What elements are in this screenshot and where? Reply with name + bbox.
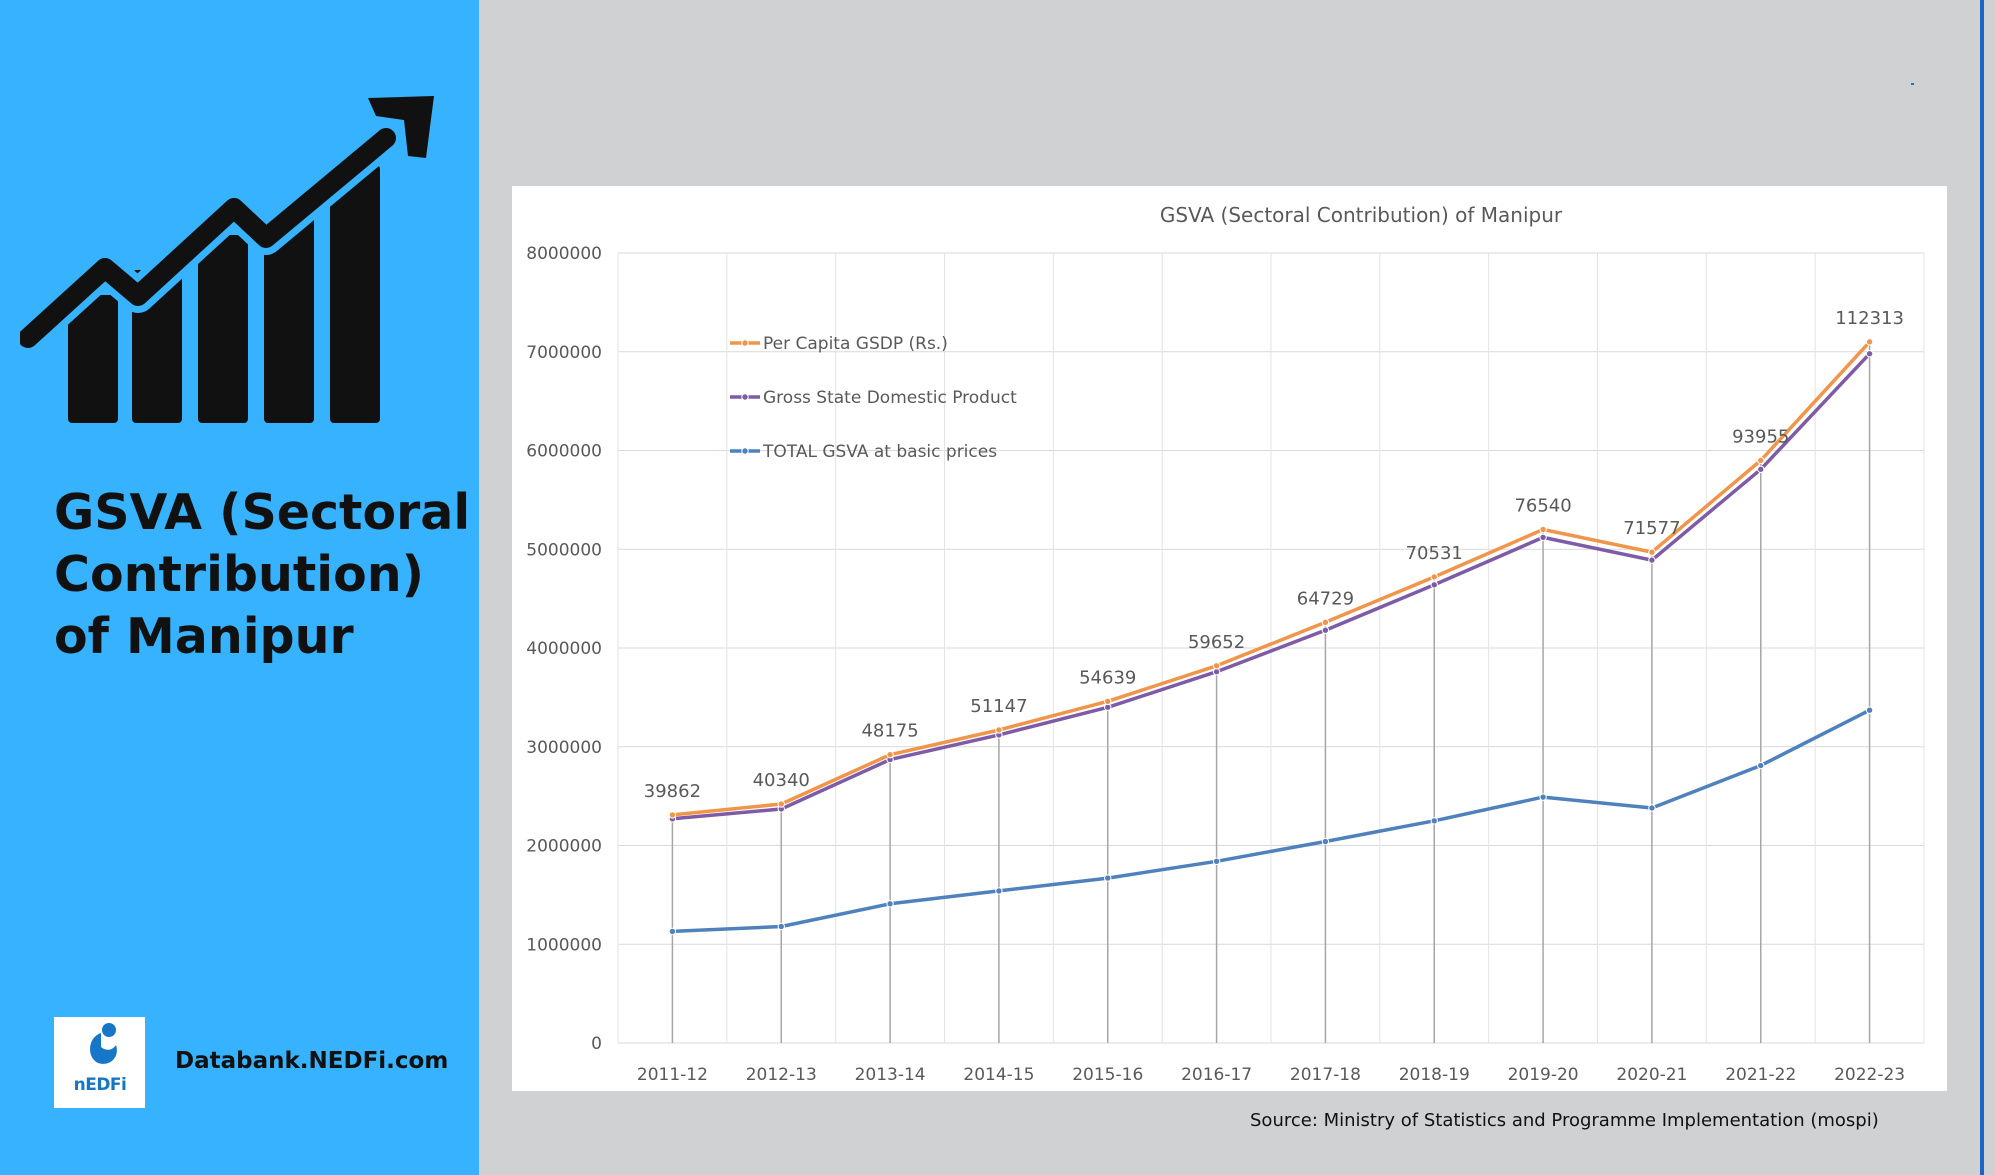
x-tick-label: 2021-22 <box>1725 1065 1796 1085</box>
logo-text: nEDFi <box>73 1075 127 1095</box>
data-point <box>886 750 894 759</box>
x-tick-label: 2016-17 <box>1181 1065 1252 1085</box>
data-point <box>777 800 785 808</box>
data-point <box>1865 338 1874 346</box>
x-tick-label: 2020-21 <box>1616 1065 1687 1085</box>
data-point <box>1865 350 1874 358</box>
data-point <box>1430 817 1438 825</box>
y-tick-label: 3000000 <box>526 738 602 758</box>
x-tick-label: 2017-18 <box>1290 1065 1361 1085</box>
data-point <box>668 927 677 936</box>
data-point <box>1104 697 1112 706</box>
y-tick-label: 4000000 <box>526 639 602 659</box>
data-point <box>1648 556 1656 564</box>
x-tick-label: 2019-20 <box>1508 1065 1579 1085</box>
chart-card: 0 1000000 2000000 3000000 4000000 5000000 6000… <box>512 186 1947 1091</box>
data-point <box>1212 662 1221 670</box>
data-label: 76540 <box>1514 496 1571 517</box>
stray-dot <box>1911 83 1914 85</box>
data-point <box>1757 456 1765 465</box>
line-chart: 0 1000000 2000000 3000000 4000000 5000000 6000… <box>526 203 1925 1085</box>
data-label: 112313 <box>1835 308 1904 329</box>
data-label: 54639 <box>1079 667 1136 688</box>
series-line <box>672 352 1871 821</box>
data-point <box>777 922 785 931</box>
data-label: 64729 <box>1297 588 1354 609</box>
y-tick-label: 6000000 <box>526 442 602 462</box>
data-point <box>1539 793 1547 801</box>
data-point <box>1865 706 1874 714</box>
logo-mark-icon <box>90 1023 117 1064</box>
sidebar: GSVA (Sectoral Contribution) of Manipur … <box>0 0 479 1175</box>
data-point <box>995 887 1003 895</box>
data-label: 40340 <box>753 770 810 791</box>
growth-chart-icon <box>20 96 434 423</box>
data-label: 39862 <box>644 781 701 802</box>
y-tick-label: 5000000 <box>526 540 602 560</box>
data-label: 51147 <box>970 696 1027 717</box>
site-link[interactable]: Databank.NEDFi.com <box>175 1048 449 1074</box>
series-line <box>672 340 1871 817</box>
data-point <box>1539 525 1547 534</box>
series-line <box>672 708 1871 934</box>
data-point <box>1539 533 1547 542</box>
y-tick-label: 7000000 <box>526 343 602 363</box>
y-tick-label: 8000000 <box>526 244 602 264</box>
data-label: 59652 <box>1188 632 1245 653</box>
data-point <box>1757 761 1765 770</box>
data-label: 93955 <box>1732 426 1789 447</box>
data-point <box>995 726 1003 734</box>
right-edge-bar <box>1980 0 1984 1175</box>
data-point <box>668 811 677 819</box>
source-note: Source: Ministry of Statistics and Progr… <box>1250 1110 1879 1131</box>
x-tick-label: 2018-19 <box>1399 1065 1470 1085</box>
legend-label: TOTAL GSVA at basic prices <box>762 442 997 462</box>
data-point <box>886 900 894 908</box>
x-tick-label: 2015-16 <box>1072 1065 1143 1085</box>
data-label: 48175 <box>861 721 918 742</box>
data-point <box>1321 626 1330 634</box>
y-tick-label: 0 <box>591 1034 602 1054</box>
data-point <box>1430 581 1438 589</box>
legend-marker <box>741 393 749 401</box>
data-point <box>1648 804 1656 812</box>
legend-label: Per Capita GSDP (Rs.) <box>763 334 948 354</box>
data-label: 70531 <box>1406 543 1463 564</box>
data-point <box>1212 857 1221 865</box>
x-tick-label: 2012-13 <box>746 1065 817 1085</box>
x-tick-label: 2014-15 <box>963 1065 1034 1085</box>
data-point <box>1757 465 1765 473</box>
legend-marker <box>741 447 749 455</box>
chart-title: GSVA (Sectoral Contribution) of Manipur <box>1160 203 1563 227</box>
data-point <box>1321 618 1330 627</box>
data-point <box>1321 837 1330 846</box>
page-title: GSVA (Sectoral Contribution) of Manipur <box>54 484 471 665</box>
data-point <box>1104 874 1112 882</box>
legend-marker <box>741 339 749 347</box>
x-tick-label: 2022-23 <box>1834 1065 1905 1085</box>
y-tick-label: 1000000 <box>526 935 602 955</box>
data-point <box>1648 548 1656 556</box>
x-tick-label: 2011-12 <box>637 1065 708 1085</box>
data-point <box>1430 573 1438 581</box>
data-label: 71577 <box>1623 518 1680 539</box>
y-tick-label: 2000000 <box>526 837 602 857</box>
legend-label: Gross State Domestic Product <box>763 388 1017 408</box>
nedfi-logo[interactable]: nEDFi <box>54 1017 145 1108</box>
x-tick-label: 2013-14 <box>855 1065 926 1085</box>
